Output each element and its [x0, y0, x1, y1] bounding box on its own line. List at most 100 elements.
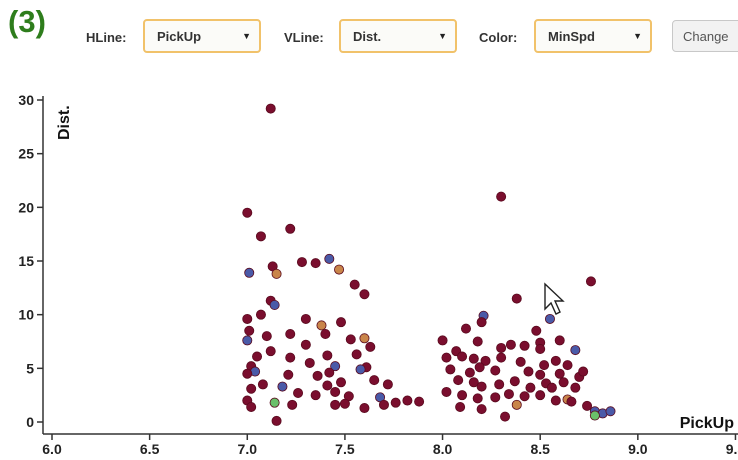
data-point: [464, 367, 475, 378]
data-point: [605, 406, 616, 417]
data-point: [285, 223, 296, 234]
data-point: [589, 410, 600, 421]
data-point: [476, 381, 487, 392]
hline-label: HLine:: [86, 30, 127, 45]
data-point: [390, 397, 401, 408]
data-point: [312, 370, 323, 381]
color-dropdown[interactable]: MinSpd ▼: [534, 19, 652, 53]
data-point: [550, 355, 561, 366]
data-point: [246, 383, 257, 394]
data-point: [359, 403, 370, 414]
data-point: [339, 398, 350, 409]
data-point: [535, 369, 546, 380]
y-tick-label: 0: [26, 414, 34, 430]
data-point: [472, 336, 483, 347]
data-point: [336, 317, 347, 328]
data-point: [324, 367, 335, 378]
data-point: [585, 276, 596, 287]
data-point: [457, 351, 468, 362]
data-point: [365, 341, 376, 352]
data-point: [515, 356, 526, 367]
y-tick-label: 20: [18, 199, 34, 215]
data-point: [468, 353, 479, 364]
data-point: [271, 268, 282, 279]
data-points: [242, 103, 616, 426]
data-point: [283, 369, 294, 380]
data-point: [544, 313, 555, 324]
y-axis-title: Dist.: [56, 105, 73, 140]
data-point: [441, 352, 452, 363]
data-point: [539, 360, 550, 371]
data-point: [566, 396, 577, 407]
data-point: [554, 335, 565, 346]
data-point: [558, 377, 569, 388]
data-point: [285, 328, 296, 339]
data-point: [269, 397, 280, 408]
data-point: [310, 258, 321, 269]
data-point: [496, 342, 507, 353]
panel-label: (3): [8, 4, 46, 39]
vline-dropdown[interactable]: Dist. ▼: [339, 19, 457, 53]
data-point: [511, 293, 522, 304]
data-point: [437, 335, 448, 346]
x-tick-label: 6.5: [140, 441, 160, 457]
data-point: [359, 333, 370, 344]
data-point: [242, 313, 253, 324]
data-point: [316, 320, 327, 331]
data-point: [300, 313, 311, 324]
data-point: [355, 364, 366, 375]
hline-dropdown[interactable]: PickUp ▼: [143, 19, 261, 53]
data-point: [285, 352, 296, 363]
data-point: [519, 340, 530, 351]
data-point: [460, 323, 471, 334]
data-point: [570, 345, 581, 356]
color-label: Color:: [479, 30, 518, 45]
data-point: [562, 360, 573, 371]
data-point: [322, 350, 333, 361]
data-point: [455, 401, 466, 412]
hline-dropdown-value: PickUp: [157, 28, 202, 44]
chevron-down-icon: ▼: [633, 31, 642, 41]
chevron-down-icon: ▼: [242, 31, 251, 41]
data-point: [525, 382, 536, 393]
data-point: [496, 191, 507, 202]
data-point: [334, 264, 345, 275]
data-point: [441, 386, 452, 397]
data-point: [269, 300, 280, 311]
chevron-down-icon: ▼: [438, 31, 447, 41]
data-point: [345, 334, 356, 345]
data-point: [382, 379, 393, 390]
data-point: [550, 395, 561, 406]
data-point: [330, 361, 341, 372]
data-point: [500, 411, 511, 422]
data-point: [255, 231, 266, 242]
data-point: [349, 279, 360, 290]
data-point: [351, 349, 362, 360]
data-point: [505, 339, 516, 350]
data-point: [304, 357, 315, 368]
data-point: [472, 393, 483, 404]
y-tick-label: 30: [18, 92, 34, 108]
data-point: [496, 352, 507, 363]
vline-dropdown-value: Dist.: [353, 28, 382, 44]
data-point: [509, 376, 520, 387]
y-tick-label: 15: [18, 253, 34, 269]
data-point: [293, 388, 304, 399]
y-tick-label: 5: [26, 360, 34, 376]
data-point: [265, 103, 276, 114]
x-tick-label: 9.0: [628, 441, 648, 457]
data-point: [242, 207, 253, 218]
data-point: [453, 375, 464, 386]
data-point: [242, 368, 253, 379]
data-point: [503, 389, 514, 400]
change-button[interactable]: Change: [672, 20, 738, 52]
data-point: [330, 386, 341, 397]
data-point: [523, 366, 534, 377]
data-point: [445, 364, 456, 375]
x-tick-label: 6.0: [42, 441, 62, 457]
data-point: [570, 382, 581, 393]
data-point: [519, 391, 530, 402]
data-point: [359, 289, 370, 300]
data-point: [531, 325, 542, 336]
